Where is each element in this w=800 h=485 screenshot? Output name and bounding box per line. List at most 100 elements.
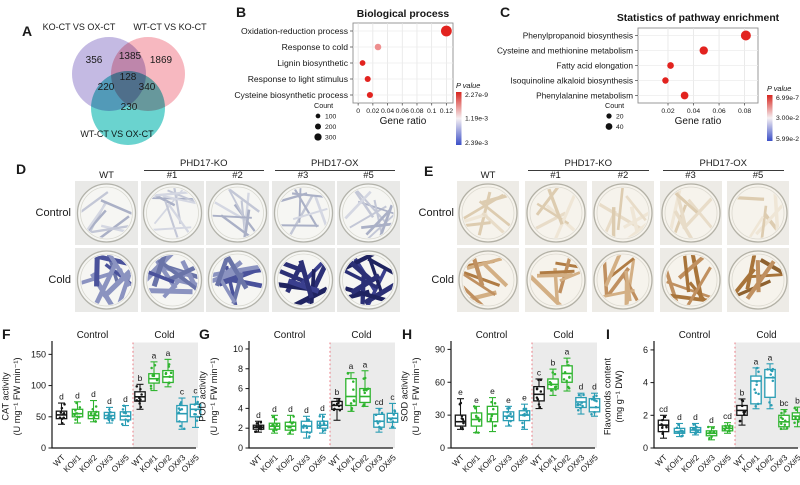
significance-letter: d	[320, 403, 325, 413]
data-point	[167, 365, 170, 368]
line-group-header: PHD17-OX	[662, 158, 784, 171]
data-point	[753, 388, 756, 391]
pvalue-legend-value: 2.39e-3	[465, 140, 488, 147]
data-point	[492, 407, 495, 411]
data-point	[506, 410, 509, 414]
x-tick-label: 0.06	[396, 108, 409, 115]
data-point	[275, 428, 278, 432]
data-point	[755, 366, 759, 370]
data-point	[567, 364, 570, 367]
x-tick-label: 0.1	[427, 108, 437, 115]
data-point	[521, 421, 524, 425]
data-point	[135, 385, 139, 388]
data-point	[318, 415, 322, 418]
petri-dish-photo-D-row0-col2	[206, 181, 269, 245]
count-legend-value: 20	[616, 114, 624, 121]
significance-letter: d	[256, 410, 261, 420]
box-cold-OX#3: c	[176, 387, 188, 430]
data-point	[308, 431, 311, 434]
data-point	[338, 409, 342, 412]
data-point	[550, 389, 553, 392]
enrichment-dot	[374, 43, 382, 51]
data-point	[107, 418, 111, 422]
significance-letter: d	[59, 392, 64, 402]
count-legend-value: 200	[325, 124, 337, 131]
data-point	[565, 379, 568, 383]
data-point	[548, 380, 552, 384]
count-legend-dot	[315, 113, 321, 119]
box-cold-OX#5: c	[189, 385, 202, 428]
data-point	[537, 378, 540, 382]
data-point	[259, 427, 263, 431]
count-legend-dot	[606, 113, 612, 119]
petri-dish-photo-E-row0-col2	[592, 181, 654, 245]
y-axis-label: Flavonoids content	[603, 357, 613, 435]
box-control-KO#2: e	[486, 386, 499, 433]
y-tick-label: 0	[41, 443, 46, 453]
box-cold-KO#2: a	[764, 352, 776, 410]
venn-count-wtko-wtox: 340	[138, 82, 156, 93]
data-point	[362, 403, 366, 406]
stained-seedlings	[601, 255, 646, 305]
data-point	[322, 422, 326, 425]
data-point	[740, 404, 744, 408]
box-cold-KO#1: a	[750, 356, 762, 410]
y-tick-label: 2	[643, 410, 648, 420]
count-legend-title: Count	[605, 101, 624, 110]
y-tick-label: 6	[643, 345, 648, 355]
data-point	[521, 425, 525, 429]
data-point	[779, 427, 783, 431]
data-point	[194, 413, 197, 416]
count-legend-dot	[315, 123, 321, 130]
data-point	[680, 435, 683, 438]
flavonoids-content-boxplot: 0 2 4 6 Control Cold Flavonoids content (mg g⁻¹…	[602, 325, 800, 485]
data-point	[126, 420, 130, 423]
y-tick-label: 10	[233, 344, 243, 354]
data-point	[581, 404, 584, 408]
data-point	[122, 404, 126, 407]
data-point	[590, 412, 593, 416]
box-control-KO#1: e	[470, 395, 483, 434]
data-point	[577, 393, 581, 397]
data-point	[167, 381, 171, 384]
data-point	[539, 378, 543, 382]
category-label: Phenylalanine metabolism	[536, 91, 633, 101]
data-point	[109, 410, 112, 414]
group-header-control: Control	[679, 330, 711, 341]
data-point	[757, 370, 760, 374]
significance-letter: d	[288, 404, 293, 414]
line-group-header: PHD17-KO	[143, 158, 264, 171]
significance-letter: c	[180, 387, 184, 397]
y-axis-units: (U mg⁻¹ FW min⁻¹)	[209, 357, 219, 435]
petri-dish-photo-D-row1-col2	[206, 248, 269, 312]
significance-letter: a	[565, 347, 570, 357]
stained-seedlings	[147, 255, 197, 299]
data-point	[78, 415, 81, 419]
data-point	[728, 429, 731, 433]
data-point	[508, 406, 511, 410]
enrichment-dot	[359, 60, 366, 66]
data-point	[318, 426, 321, 429]
petri-dish-photo-E-row0-col1	[524, 181, 587, 245]
data-point	[768, 401, 771, 404]
line-column-label: #5	[363, 170, 374, 181]
line-group-header: PHD17-OX	[274, 158, 395, 171]
data-point	[582, 393, 585, 397]
petri-dish-photo-D-row0-col1	[140, 181, 204, 245]
data-point	[460, 417, 464, 420]
data-point	[178, 420, 181, 423]
data-point	[797, 420, 800, 423]
data-point	[661, 430, 665, 434]
boxplot-F: 0 50 100 150 Control Cold CAT activity (U mg⁻¹ …	[1, 330, 202, 474]
y-tick-label: 0	[440, 443, 445, 453]
significance-letter: a	[754, 356, 759, 366]
box-control-WT: cd	[657, 404, 670, 439]
dab-staining-photo-panel: WT PHD17-KO #1 #2 PHD17-OX #3 #5 Control Cold	[395, 158, 800, 325]
box-control-OX#3: e	[502, 395, 515, 427]
data-point	[376, 421, 380, 425]
box-cold-OX#5: b	[791, 396, 800, 428]
data-point	[138, 402, 141, 405]
data-point	[275, 422, 278, 426]
panel-label-d: D	[16, 161, 27, 177]
data-point	[366, 387, 370, 390]
